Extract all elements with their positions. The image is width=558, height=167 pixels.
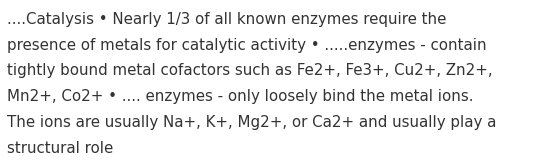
Text: tightly bound metal cofactors such as Fe2+, Fe3+, Cu2+, Zn2+,: tightly bound metal cofactors such as Fe… bbox=[7, 63, 493, 78]
Text: structural role: structural role bbox=[7, 141, 113, 156]
Text: Mn2+, Co2+ • .... enzymes - only loosely bind the metal ions.: Mn2+, Co2+ • .... enzymes - only loosely… bbox=[7, 89, 474, 104]
Text: ....Catalysis • Nearly 1/3 of all known enzymes require the: ....Catalysis • Nearly 1/3 of all known … bbox=[7, 12, 446, 27]
Text: The ions are usually Na+, K+, Mg2+, or Ca2+ and usually play a: The ions are usually Na+, K+, Mg2+, or C… bbox=[7, 115, 497, 130]
Text: presence of metals for catalytic activity • .....enzymes - contain: presence of metals for catalytic activit… bbox=[7, 38, 487, 53]
